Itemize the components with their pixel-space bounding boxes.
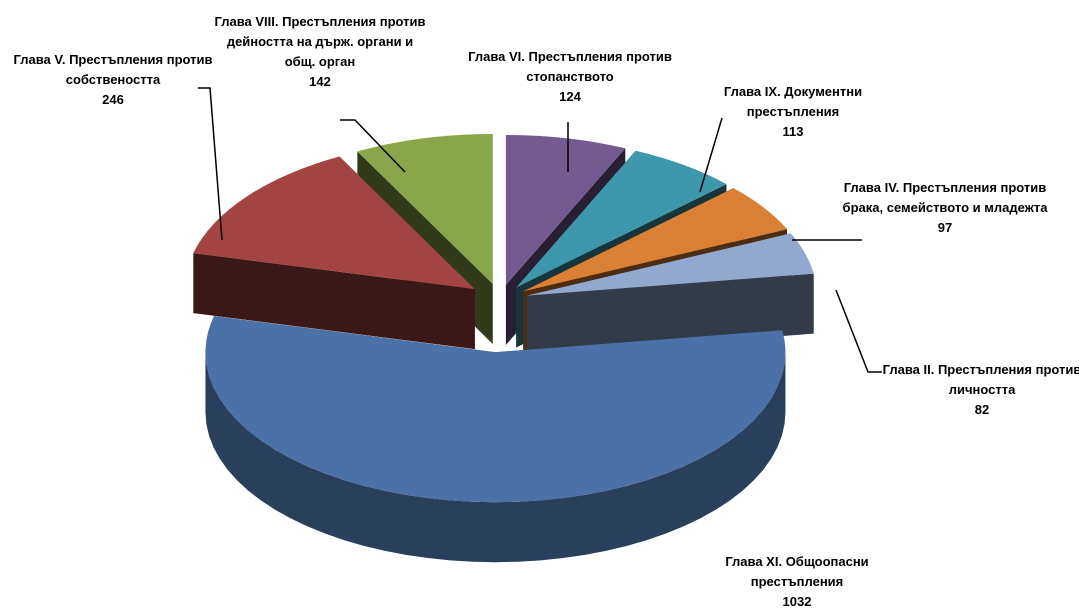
category-label: Глава II. Престъпления против личността [882,362,1079,397]
slice [523,188,788,292]
leader-line [340,119,406,173]
value-label: 142 [309,74,331,89]
slice [357,133,493,284]
leader-line [835,289,882,373]
data-label: Глава XI. Общоопасни престъпления 1032 [697,552,897,612]
value-label: 124 [559,89,581,104]
value-label: 1032 [782,594,812,609]
category-label: Глава VIII. Престъпления против дейностт… [214,14,426,69]
data-label: Глава IX. Документни престъпления 113 [698,82,888,142]
slice [193,156,475,290]
slice [505,134,626,285]
leader-line [699,117,723,193]
data-label: Глава V. Престъпления против собственост… [3,50,223,110]
slice [526,233,814,296]
value-label: 246 [102,92,124,107]
slice [205,316,786,503]
category-label: Глава IV. Престъпления против брака, сем… [842,180,1048,215]
slice-side [205,352,786,563]
category-label: Глава V. Престъпления против собственост… [13,52,213,87]
value-label: 82 [974,402,990,417]
category-label: Глава IX. Документни престъпления [723,84,863,119]
data-label: Глава VIII. Престъпления против дейностт… [213,12,428,92]
leader-line [198,87,223,241]
value-label: 97 [937,220,953,235]
data-label: Глава VI. Престъпления против стопанство… [465,47,675,107]
category-label: Глава VI. Престъпления против стопанство… [468,49,672,84]
category-label: Глава XI. Общоопасни престъпления [725,554,869,589]
data-label: Глава II. Престъпления против личността 8… [882,360,1079,420]
slice [516,150,727,288]
slice-wall [193,253,475,350]
data-label: Глава IV. Престъпления против брака, сем… [840,178,1050,238]
value-label: 113 [782,124,804,139]
